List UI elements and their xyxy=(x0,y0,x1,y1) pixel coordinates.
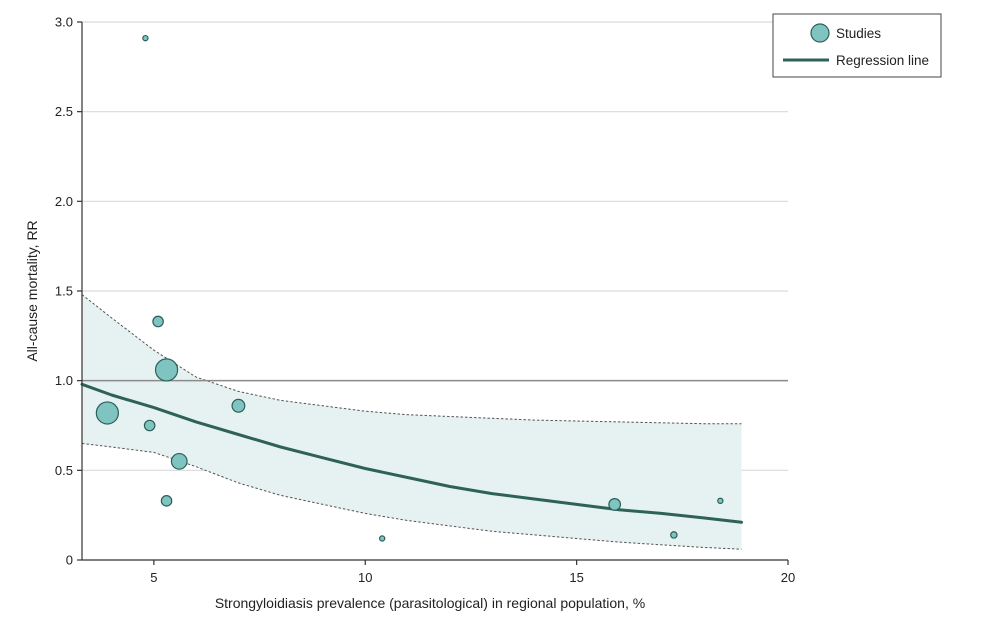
x-tick-label-2: 15 xyxy=(569,570,583,585)
y-tick-label-0: 0 xyxy=(66,553,73,568)
regression-layer xyxy=(80,382,743,524)
legend: Studies Regression line xyxy=(772,13,942,78)
confidence-band xyxy=(81,294,742,550)
study-point-1 xyxy=(152,315,164,328)
legend-regression-label: Regression line xyxy=(836,53,929,68)
x-tick-label-0: 5 xyxy=(150,570,157,585)
y-tick-label-2: 1.0 xyxy=(55,373,73,388)
legend-studies-label: Studies xyxy=(836,26,881,41)
study-point-7 xyxy=(160,495,173,507)
study-point-11 xyxy=(717,497,724,505)
x-tick-label-3: 20 xyxy=(781,570,795,585)
study-point-3 xyxy=(95,401,119,425)
study-point-8 xyxy=(378,535,386,542)
y-tick-label-1: 0.5 xyxy=(55,463,73,478)
x-tick-label-1: 10 xyxy=(358,570,372,585)
study-point-5 xyxy=(231,398,246,413)
study-point-2 xyxy=(154,358,179,382)
study-points xyxy=(95,34,724,542)
x-ticks: 5 10 15 20 xyxy=(150,560,795,585)
legend-box xyxy=(772,13,942,78)
regression-line xyxy=(80,382,743,524)
y-tick-label-3: 1.5 xyxy=(55,284,73,299)
y-axis-title: All-cause mortality, RR xyxy=(24,220,40,361)
confidence-band-fill xyxy=(82,294,742,550)
legend-studies-marker xyxy=(810,23,830,43)
ci-upper-line xyxy=(81,294,742,425)
x-axis-title: Strongyloidiasis prevalence (parasitolog… xyxy=(215,595,645,611)
y-tick-label-5: 2.5 xyxy=(55,104,73,119)
study-point-6 xyxy=(170,452,188,470)
study-point-4 xyxy=(143,419,156,432)
y-tick-label-6: 3.0 xyxy=(55,15,73,30)
y-ticks: 0 0.5 1.0 1.5 2.0 2.5 3.0 xyxy=(55,15,82,568)
y-tick-label-4: 2.0 xyxy=(55,194,73,209)
study-point-10 xyxy=(670,531,678,539)
study-point-9 xyxy=(608,497,622,511)
study-point-0 xyxy=(142,34,149,42)
